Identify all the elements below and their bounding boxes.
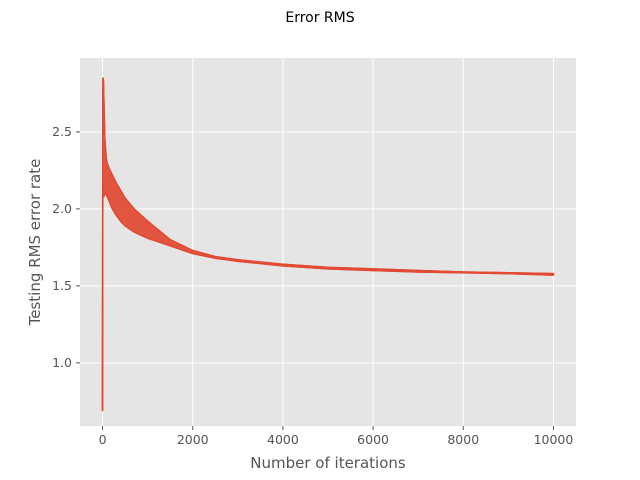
grid-lines — [80, 58, 576, 426]
y-axis-label: Testing RMS error rate — [26, 159, 44, 327]
plot-background — [80, 58, 576, 426]
y-tick-label: 1.5 — [52, 278, 72, 293]
y-tick-label: 2.5 — [52, 124, 72, 139]
x-tick-label: 2000 — [177, 432, 209, 447]
x-axis-label: Number of iterations — [250, 454, 406, 472]
series-lower-line — [101, 181, 554, 411]
x-tick-label: 0 — [99, 432, 107, 447]
x-axis-ticks: 0 2000 4000 6000 8000 10000 — [99, 426, 574, 447]
y-tick-label: 1.0 — [52, 355, 72, 370]
x-tick-label: 8000 — [447, 432, 479, 447]
x-tick-label: 4000 — [267, 432, 299, 447]
y-tick-label: 2.0 — [52, 201, 72, 216]
series-upper-line — [101, 77, 554, 411]
chart-title: Error RMS — [285, 10, 354, 26]
data-layer — [101, 77, 555, 412]
y-axis-ticks: 1.0 1.5 2.0 2.5 — [52, 124, 80, 370]
x-tick-label: 10000 — [534, 432, 574, 447]
x-tick-label: 6000 — [357, 432, 389, 447]
